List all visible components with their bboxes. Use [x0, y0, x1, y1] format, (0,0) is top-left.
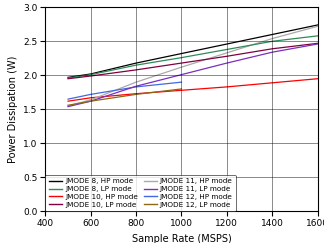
X-axis label: Sample Rate (MSPS): Sample Rate (MSPS) [132, 234, 231, 243]
Y-axis label: Power Dissipation (W): Power Dissipation (W) [8, 56, 18, 163]
Legend: JMODE 8, HP mode, JMODE 8, LP mode, JMODE 10, HP mode, JMODE 10, LP mode, JMODE : JMODE 8, HP mode, JMODE 8, LP mode, JMOD… [45, 174, 236, 211]
